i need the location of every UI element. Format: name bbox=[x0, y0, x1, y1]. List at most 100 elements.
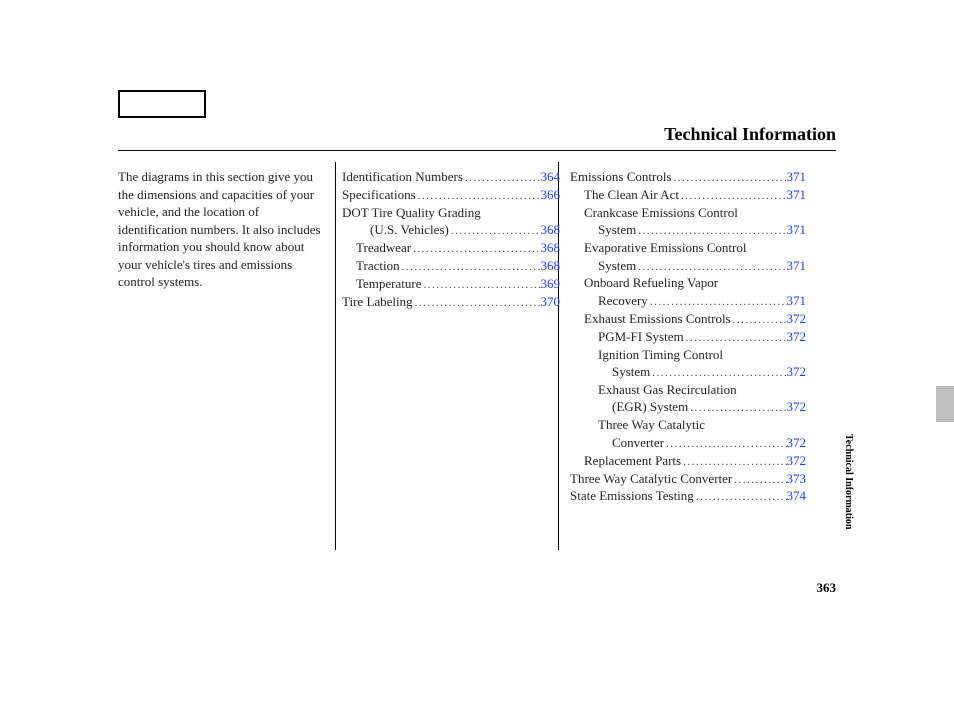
toc-leader-dots: ........................................… bbox=[413, 296, 541, 311]
toc-row[interactable]: (U.S. Vehicles).........................… bbox=[342, 221, 560, 239]
toc-row[interactable]: (EGR) System............................… bbox=[570, 398, 806, 416]
toc-leader-dots: ........................................… bbox=[672, 171, 787, 186]
toc-label: Emissions Controls bbox=[570, 168, 672, 186]
toc-row[interactable]: Temperature.............................… bbox=[342, 275, 560, 293]
toc-label: Exhaust Emissions Controls bbox=[584, 310, 731, 328]
toc-leader-dots: ........................................… bbox=[731, 313, 787, 328]
toc-label: System bbox=[598, 221, 636, 239]
toc-leader-dots: ........................................… bbox=[636, 224, 786, 239]
toc-page-link[interactable]: 369 bbox=[541, 275, 561, 293]
toc-page-link[interactable]: 371 bbox=[787, 168, 807, 186]
toc-leader-dots: ........................................… bbox=[688, 401, 786, 416]
toc-page-link[interactable]: 373 bbox=[787, 470, 807, 488]
toc-label: Evaporative Emissions Control bbox=[584, 239, 746, 257]
toc-page-link[interactable]: 372 bbox=[787, 328, 807, 346]
toc-label: System bbox=[598, 257, 636, 275]
toc-page-link[interactable]: 374 bbox=[787, 487, 807, 505]
toc-page-link[interactable]: 372 bbox=[787, 434, 807, 452]
toc-leader-dots: ........................................… bbox=[463, 171, 541, 186]
toc-page-link[interactable]: 371 bbox=[787, 292, 807, 310]
toc-row[interactable]: Converter...............................… bbox=[570, 434, 806, 452]
toc-page-link[interactable]: 368 bbox=[541, 239, 561, 257]
toc-row: Crankcase Emissions Control bbox=[570, 204, 806, 222]
toc-label: Replacement Parts bbox=[584, 452, 681, 470]
toc-row: DOT Tire Quality Grading bbox=[342, 204, 560, 222]
toc-label: Specifications bbox=[342, 186, 416, 204]
toc-page-link[interactable]: 368 bbox=[541, 221, 561, 239]
toc-label: (U.S. Vehicles) bbox=[370, 221, 449, 239]
toc-page-link[interactable]: 371 bbox=[787, 257, 807, 275]
toc-leader-dots: ........................................… bbox=[648, 295, 787, 310]
toc-row: Ignition Timing Control bbox=[570, 346, 806, 364]
toc-row[interactable]: Identification Numbers..................… bbox=[342, 168, 560, 186]
toc-row[interactable]: Traction................................… bbox=[342, 257, 560, 275]
toc-leader-dots: ........................................… bbox=[694, 490, 787, 505]
toc-label: Recovery bbox=[598, 292, 648, 310]
toc-row: Exhaust Gas Recirculation bbox=[570, 381, 806, 399]
logo-placeholder bbox=[118, 90, 206, 118]
toc-page-link[interactable]: 368 bbox=[541, 257, 561, 275]
toc-row[interactable]: Specifications..........................… bbox=[342, 186, 560, 204]
toc-page-link[interactable]: 371 bbox=[787, 221, 807, 239]
toc-row[interactable]: System..................................… bbox=[570, 221, 806, 239]
toc-label: Traction bbox=[356, 257, 400, 275]
toc-row[interactable]: Three Way Catalytic Converter...........… bbox=[570, 470, 806, 488]
toc-leader-dots: ........................................… bbox=[681, 455, 786, 470]
toc-leader-dots: ........................................… bbox=[400, 260, 541, 275]
toc-row: Evaporative Emissions Control bbox=[570, 239, 806, 257]
toc-row[interactable]: PGM-FI System...........................… bbox=[570, 328, 806, 346]
toc-label: Temperature bbox=[356, 275, 422, 293]
toc-column-2: Emissions Controls......................… bbox=[570, 168, 806, 505]
toc-page-link[interactable]: 372 bbox=[787, 452, 807, 470]
toc-row: Three Way Catalytic bbox=[570, 416, 806, 434]
toc-row[interactable]: Exhaust Emissions Controls..............… bbox=[570, 310, 806, 328]
toc-page-link[interactable]: 370 bbox=[541, 293, 561, 311]
toc-leader-dots: ........................................… bbox=[664, 437, 787, 452]
toc-page-link[interactable]: 371 bbox=[787, 186, 807, 204]
column-divider-1 bbox=[335, 162, 336, 550]
toc-label: State Emissions Testing bbox=[570, 487, 694, 505]
toc-label: Three Way Catalytic bbox=[598, 416, 705, 434]
toc-label: Three Way Catalytic Converter bbox=[570, 470, 732, 488]
toc-label: The Clean Air Act bbox=[584, 186, 679, 204]
toc-label: Crankcase Emissions Control bbox=[584, 204, 738, 222]
toc-row[interactable]: System..................................… bbox=[570, 257, 806, 275]
toc-leader-dots: ........................................… bbox=[732, 473, 786, 488]
toc-leader-dots: ........................................… bbox=[416, 189, 541, 204]
toc-label: PGM-FI System bbox=[598, 328, 684, 346]
toc-label: Onboard Refueling Vapor bbox=[584, 274, 718, 292]
toc-row[interactable]: Emissions Controls......................… bbox=[570, 168, 806, 186]
toc-row[interactable]: Treadwear...............................… bbox=[342, 239, 560, 257]
toc-leader-dots: ........................................… bbox=[650, 366, 786, 381]
title-rule bbox=[118, 150, 836, 151]
toc-label: Treadwear bbox=[356, 239, 411, 257]
toc-label: Converter bbox=[612, 434, 664, 452]
toc-page-link[interactable]: 366 bbox=[541, 186, 561, 204]
toc-leader-dots: ........................................… bbox=[684, 331, 787, 346]
toc-page-link[interactable]: 372 bbox=[787, 310, 807, 328]
toc-label: Exhaust Gas Recirculation bbox=[598, 381, 737, 399]
toc-row[interactable]: The Clean Air Act.......................… bbox=[570, 186, 806, 204]
toc-leader-dots: ........................................… bbox=[679, 189, 787, 204]
page-title: Technical Information bbox=[664, 124, 836, 145]
page-number: 363 bbox=[817, 580, 837, 596]
toc-row[interactable]: Replacement Parts.......................… bbox=[570, 452, 806, 470]
toc-leader-dots: ........................................… bbox=[422, 278, 541, 293]
toc-label: DOT Tire Quality Grading bbox=[342, 204, 481, 222]
toc-page-link[interactable]: 372 bbox=[787, 398, 807, 416]
toc-label: Tire Labeling bbox=[342, 293, 413, 311]
toc-leader-dots: ........................................… bbox=[449, 224, 541, 239]
toc-row[interactable]: Tire Labeling...........................… bbox=[342, 293, 560, 311]
toc-column-1: Identification Numbers..................… bbox=[342, 168, 560, 310]
side-tab bbox=[936, 386, 954, 422]
toc-label: System bbox=[612, 363, 650, 381]
toc-page-link[interactable]: 372 bbox=[787, 363, 807, 381]
toc-row[interactable]: State Emissions Testing.................… bbox=[570, 487, 806, 505]
toc-page-link[interactable]: 364 bbox=[541, 168, 561, 186]
toc-row[interactable]: System..................................… bbox=[570, 363, 806, 381]
intro-paragraph: The diagrams in this section give you th… bbox=[118, 168, 328, 291]
toc-row: Onboard Refueling Vapor bbox=[570, 274, 806, 292]
toc-label: Ignition Timing Control bbox=[598, 346, 723, 364]
toc-row[interactable]: Recovery................................… bbox=[570, 292, 806, 310]
toc-label: (EGR) System bbox=[612, 398, 688, 416]
